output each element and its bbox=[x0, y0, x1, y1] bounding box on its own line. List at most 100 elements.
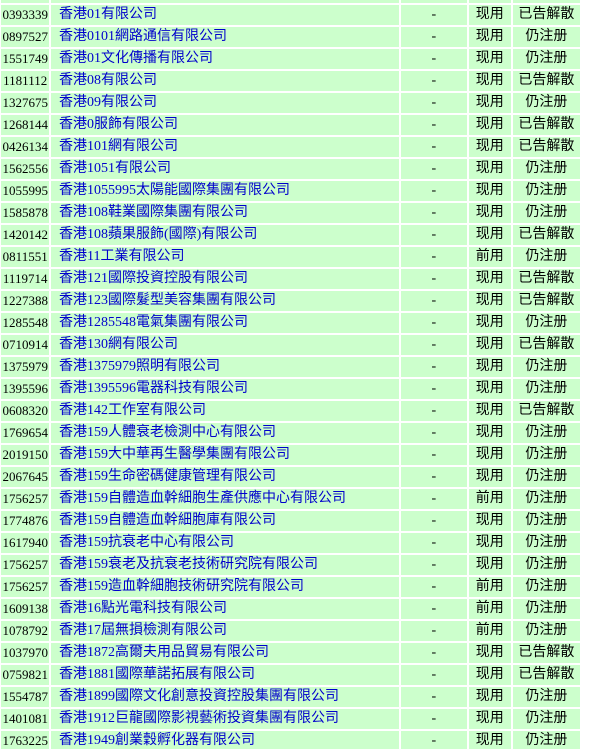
registration-status-cell: 已告解散 bbox=[512, 335, 580, 355]
reg-number-cell: 0811551 bbox=[1, 247, 50, 267]
remark-cell: - bbox=[401, 643, 467, 663]
remark-cell: - bbox=[401, 577, 467, 597]
company-name-link[interactable]: 香港108蘋果服飾(國際)有限公司 bbox=[59, 227, 258, 242]
registration-status-cell: 仍注册 bbox=[512, 731, 580, 749]
company-name-link[interactable]: 香港1872高爾夫用品貿易有限公司 bbox=[59, 645, 270, 660]
company-name-cell: 香港1912巨龍國際影視藝術投資集團有限公司 bbox=[51, 709, 399, 729]
table-row: 1227388 香港123國際髮型美容集團有限公司 - 现用 已告解散 bbox=[0, 291, 580, 311]
table-row: 1401081 香港1912巨龍國際影視藝術投資集團有限公司 - 现用 仍注册 bbox=[0, 709, 580, 729]
company-name-link[interactable]: 香港108鞋業國際集團有限公司 bbox=[59, 205, 249, 220]
company-name-link[interactable]: 香港159衰老及抗衰老技術研究院有限公司 bbox=[59, 557, 319, 572]
table-row: 0710914 香港130網有限公司 - 现用 已告解散 bbox=[0, 335, 580, 355]
company-name-link[interactable]: 香港09有限公司 bbox=[59, 95, 158, 110]
company-name-link[interactable]: 香港159自體造血幹細胞庫有限公司 bbox=[59, 513, 277, 528]
remark-cell: - bbox=[401, 291, 467, 311]
company-name-link[interactable]: 香港0101網路通信有限公司 bbox=[59, 29, 228, 44]
remark-cell: - bbox=[401, 709, 467, 729]
company-name-cell: 香港1899國際文化創意投資控股集團有限公司 bbox=[51, 687, 399, 707]
company-name-link[interactable]: 香港159人體衰老檢測中心有限公司 bbox=[59, 425, 277, 440]
table-row: 2067645 香港159生命密碼健康管理有限公司 - 现用 仍注册 bbox=[0, 467, 580, 487]
registration-status-cell: 仍注册 bbox=[512, 489, 580, 509]
company-name-link[interactable]: 香港1395596電器科技有限公司 bbox=[59, 381, 249, 396]
table-row: 0608320 香港142工作室有限公司 - 现用 已告解散 bbox=[0, 401, 580, 421]
remark-cell: - bbox=[401, 313, 467, 333]
reg-number-cell: 1562556 bbox=[1, 159, 50, 179]
company-name-link[interactable]: 香港1051有限公司 bbox=[59, 161, 172, 176]
company-name-link[interactable]: 香港01有限公司 bbox=[59, 7, 158, 22]
remark-cell: - bbox=[401, 203, 467, 223]
company-name-cell: 香港123國際髮型美容集團有限公司 bbox=[51, 291, 399, 311]
company-name-link[interactable]: 香港1055995太陽能國際集團有限公司 bbox=[59, 183, 291, 198]
table-row: 1395596 香港1395596電器科技有限公司 - 现用 仍注册 bbox=[0, 379, 580, 399]
registration-status-cell: 仍注册 bbox=[512, 555, 580, 575]
remark-cell: - bbox=[401, 665, 467, 685]
use-status-cell: 现用 bbox=[468, 291, 511, 311]
cut-off-row bbox=[0, 0, 580, 3]
cut-off-cell bbox=[468, 0, 511, 3]
remark-cell: - bbox=[401, 489, 467, 509]
company-name-link[interactable]: 香港121國際投資控股有限公司 bbox=[59, 271, 249, 286]
company-name-link[interactable]: 香港01文化傳播有限公司 bbox=[59, 51, 214, 66]
company-name-cell: 香港08有限公司 bbox=[51, 71, 399, 91]
registration-status-cell: 已告解散 bbox=[512, 225, 580, 245]
company-name-link[interactable]: 香港159大中華再生醫學集團有限公司 bbox=[59, 447, 291, 462]
remark-cell: - bbox=[401, 225, 467, 245]
remark-cell: - bbox=[401, 335, 467, 355]
table-row: 1562556 香港1051有限公司 - 现用 仍注册 bbox=[0, 159, 580, 179]
company-name-link[interactable]: 香港159生命密碼健康管理有限公司 bbox=[59, 469, 277, 484]
registration-status-cell: 已告解散 bbox=[512, 401, 580, 421]
company-name-link[interactable]: 香港1375979照明有限公司 bbox=[59, 359, 221, 374]
company-name-link[interactable]: 香港142工作室有限公司 bbox=[59, 403, 207, 418]
company-name-cell: 香港159抗衰老中心有限公司 bbox=[51, 533, 399, 553]
company-name-link[interactable]: 香港16點光電科技有限公司 bbox=[59, 601, 228, 616]
reg-number-cell: 1401081 bbox=[1, 709, 50, 729]
use-status-cell: 现用 bbox=[468, 357, 511, 377]
reg-number-cell: 1769654 bbox=[1, 423, 50, 443]
remark-cell: - bbox=[401, 71, 467, 91]
company-name-link[interactable]: 香港159抗衰老中心有限公司 bbox=[59, 535, 235, 550]
reg-number-cell: 1551749 bbox=[1, 49, 50, 69]
company-name-cell: 香港108鞋業國際集團有限公司 bbox=[51, 203, 399, 223]
remark-cell: - bbox=[401, 599, 467, 619]
reg-number-cell: 0759821 bbox=[1, 665, 50, 685]
reg-number-cell: 1585878 bbox=[1, 203, 50, 223]
table-row: 1609138 香港16點光電科技有限公司 - 前用 仍注册 bbox=[0, 599, 580, 619]
use-status-cell: 前用 bbox=[468, 489, 511, 509]
reg-number-cell: 1375979 bbox=[1, 357, 50, 377]
company-name-link[interactable]: 香港123國際髮型美容集團有限公司 bbox=[59, 293, 277, 308]
company-name-cell: 香港17屆無損檢測有限公司 bbox=[51, 621, 399, 641]
company-name-link[interactable]: 香港159造血幹細胞技術研究院有限公司 bbox=[59, 579, 305, 594]
table-row: 1285548 香港1285548電氣集團有限公司 - 现用 仍注册 bbox=[0, 313, 580, 333]
company-name-link[interactable]: 香港1912巨龍國際影視藝術投資集團有限公司 bbox=[59, 711, 340, 726]
table-row: 1181112 香港08有限公司 - 现用 已告解散 bbox=[0, 71, 580, 91]
company-name-link[interactable]: 香港1899國際文化創意投資控股集團有限公司 bbox=[59, 689, 340, 704]
reg-number-cell: 1327675 bbox=[1, 93, 50, 113]
table-row: 1769654 香港159人體衰老檢測中心有限公司 - 现用 仍注册 bbox=[0, 423, 580, 443]
remark-cell: - bbox=[401, 357, 467, 377]
company-name-link[interactable]: 香港1949創業穀孵化器有限公司 bbox=[59, 733, 256, 748]
use-status-cell: 前用 bbox=[468, 621, 511, 641]
company-name-link[interactable]: 香港11工業有限公司 bbox=[59, 249, 185, 264]
table-row: 1774876 香港159自體造血幹細胞庫有限公司 - 现用 仍注册 bbox=[0, 511, 580, 531]
company-name-link[interactable]: 香港1285548電氣集團有限公司 bbox=[59, 315, 249, 330]
registration-status-cell: 已告解散 bbox=[512, 269, 580, 289]
table-row: 0426134 香港101網有限公司 - 现用 已告解散 bbox=[0, 137, 580, 157]
company-name-link[interactable]: 香港08有限公司 bbox=[59, 73, 158, 88]
table-row: 1327675 香港09有限公司 - 现用 仍注册 bbox=[0, 93, 580, 113]
reg-number-cell: 1055995 bbox=[1, 181, 50, 201]
use-status-cell: 现用 bbox=[468, 423, 511, 443]
use-status-cell: 前用 bbox=[468, 599, 511, 619]
company-name-link[interactable]: 香港1881國際華諾拓展有限公司 bbox=[59, 667, 256, 682]
company-name-link[interactable]: 香港159自體造血幹細胞生產供應中心有限公司 bbox=[59, 491, 347, 506]
remark-cell: - bbox=[401, 511, 467, 531]
company-name-cell: 香港0101網路通信有限公司 bbox=[51, 27, 399, 47]
company-name-link[interactable]: 香港130網有限公司 bbox=[59, 337, 179, 352]
company-name-link[interactable]: 香港17屆無損檢測有限公司 bbox=[59, 623, 228, 638]
company-name-link[interactable]: 香港0服飾有限公司 bbox=[59, 117, 179, 132]
use-status-cell: 现用 bbox=[468, 115, 511, 135]
company-name-link[interactable]: 香港101網有限公司 bbox=[59, 139, 179, 154]
company-name-cell: 香港159衰老及抗衰老技術研究院有限公司 bbox=[51, 555, 399, 575]
remark-cell: - bbox=[401, 401, 467, 421]
reg-number-cell: 1554787 bbox=[1, 687, 50, 707]
company-name-cell: 香港142工作室有限公司 bbox=[51, 401, 399, 421]
